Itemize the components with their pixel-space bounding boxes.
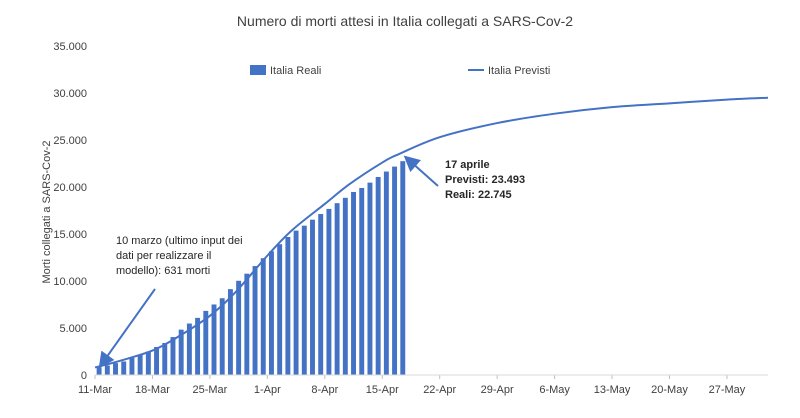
annotation-right-line: Previsti: 23.493: [445, 174, 525, 186]
bar: [400, 161, 406, 375]
annotation-left-line: dati per realizzare il: [116, 250, 211, 262]
legend-swatch-bar: [250, 65, 266, 75]
x-tick-label: 8-Apr: [311, 384, 338, 396]
x-tick-label: 29-Apr: [481, 384, 514, 396]
bar: [301, 225, 307, 375]
bar: [203, 310, 209, 375]
x-tick-label: 27-May: [709, 384, 746, 396]
y-tick-label: 30.000: [53, 88, 87, 100]
bar: [285, 236, 291, 375]
annotation-left-line: 10 marzo (ultimo input dei: [116, 235, 243, 247]
y-tick-label: 20.000: [53, 182, 87, 194]
annotation-right-line: 17 aprile: [445, 159, 490, 171]
legend-label-line: Italia Previsti: [488, 65, 550, 77]
bar: [334, 203, 340, 375]
x-axis-ticks: 11-Mar 18-Mar 25-Mar 1-Apr 8-Apr 15-Apr 22-Apr…: [78, 375, 746, 396]
bar: [310, 219, 315, 375]
bar: [326, 208, 332, 375]
bar: [277, 244, 283, 375]
bar-series: [96, 161, 406, 375]
bar: [227, 289, 233, 375]
bar: [121, 361, 127, 375]
line-series: [94, 96, 769, 369]
bar: [137, 354, 143, 375]
y-tick-label: 5.000: [59, 323, 87, 335]
bar: [178, 329, 184, 375]
bar: [351, 192, 356, 375]
bar: [293, 230, 299, 375]
annotation-left-line: modello): 631 morti: [116, 265, 210, 277]
bar: [170, 337, 176, 375]
bar: [236, 280, 242, 375]
annotations: 10 marzo (ultimo input dei dati per reali…: [98, 155, 525, 369]
x-tick-label: 11-Mar: [78, 384, 112, 396]
bar: [219, 298, 225, 375]
bar: [342, 197, 348, 375]
y-tick-label: 10.000: [53, 276, 87, 288]
annotation-left-arrow: [98, 288, 156, 369]
bar: [318, 214, 324, 375]
bar: [260, 258, 266, 375]
legend: Italia Reali Italia Previsti: [250, 65, 550, 77]
chart-title: Numero di morti attesi in Italia collega…: [237, 13, 573, 29]
bar: [162, 342, 168, 375]
bar: [244, 273, 250, 375]
x-tick-label: 22-Apr: [423, 384, 456, 396]
x-tick-label: 18-Mar: [135, 384, 170, 396]
bar: [268, 251, 274, 375]
bar: [145, 351, 151, 375]
bar: [211, 304, 217, 375]
bar: [186, 323, 192, 375]
y-tick-label: 15.000: [53, 229, 87, 241]
legend-label-bar: Italia Reali: [270, 65, 321, 77]
bar: [129, 357, 135, 375]
bar: [359, 187, 365, 375]
bar: [154, 347, 160, 375]
x-tick-label: 6-May: [539, 384, 570, 396]
annotation-right-arrow: [403, 155, 439, 187]
x-tick-label: 25-Mar: [192, 384, 227, 396]
annotation-right-line: Reali: 22.745: [445, 189, 512, 201]
x-tick-label: 13-May: [594, 384, 631, 396]
x-tick-label: 1-Apr: [254, 384, 281, 396]
x-tick-label: 15-Apr: [366, 384, 399, 396]
y-tick-label: 25.000: [53, 135, 87, 147]
y-axis-ticks: 0 5.000 10.000 15.000 20.000 25.000 30.000 35.0…: [53, 41, 87, 382]
bar: [96, 367, 102, 375]
bar: [367, 182, 373, 375]
bar: [252, 266, 258, 375]
bar: [383, 171, 389, 375]
bar: [375, 176, 381, 375]
bar: [392, 166, 398, 375]
bar: [113, 363, 118, 375]
y-tick-label: 35.000: [53, 41, 87, 53]
bar: [195, 317, 201, 375]
y-tick-label: 0: [81, 370, 87, 382]
y-axis-label: Morti collegati a SARS-Cov-2: [41, 140, 53, 283]
x-tick-label: 20-May: [651, 384, 688, 396]
bar: [104, 365, 110, 375]
line-path: [94, 96, 769, 369]
